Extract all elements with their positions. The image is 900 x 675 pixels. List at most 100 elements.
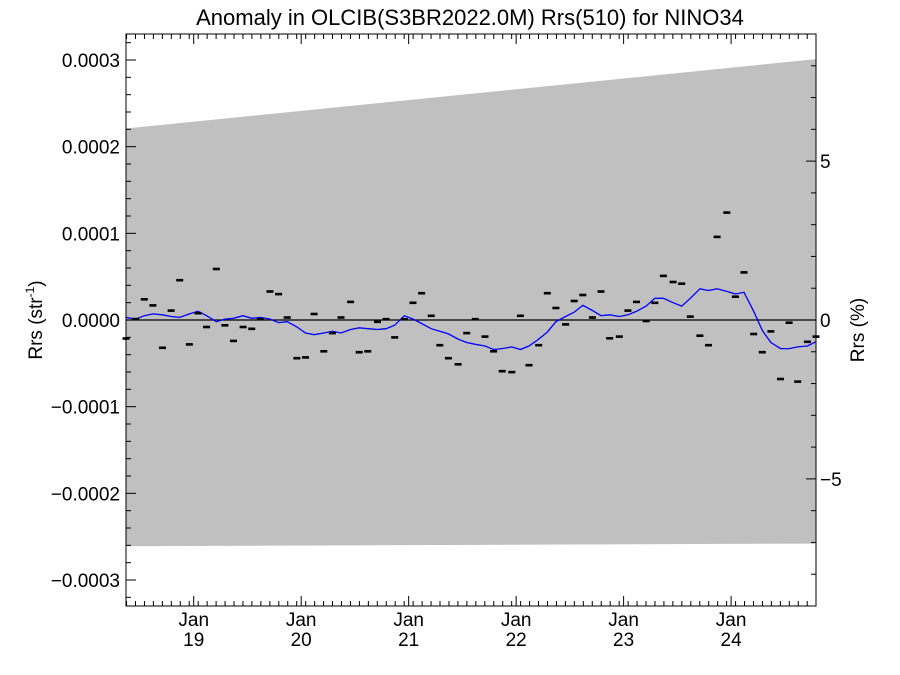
data-point-51 bbox=[579, 293, 587, 297]
data-point-44 bbox=[516, 314, 524, 318]
uncertainty-band bbox=[126, 59, 816, 547]
left-tick-label-5: −0.0002 bbox=[51, 484, 120, 505]
y-axis-right-label: Rrs (%) bbox=[848, 298, 869, 362]
data-point-75 bbox=[794, 380, 802, 383]
x-tick-month-2: Jan bbox=[393, 610, 424, 631]
data-point-66 bbox=[713, 235, 721, 239]
data-point-62 bbox=[678, 282, 686, 285]
left-tick-label-2: 0.0001 bbox=[62, 224, 120, 245]
data-point-7 bbox=[185, 343, 193, 346]
x-tick-month-4: Jan bbox=[608, 610, 639, 631]
data-point-21 bbox=[310, 312, 318, 316]
data-point-74 bbox=[785, 321, 793, 324]
x-tick-year-1: 20 bbox=[291, 630, 312, 651]
data-point-17 bbox=[275, 292, 283, 296]
data-point-30 bbox=[391, 336, 399, 339]
data-point-29 bbox=[382, 317, 390, 321]
y-axis-left-label-close: ) bbox=[26, 280, 47, 286]
data-point-32 bbox=[409, 301, 417, 305]
y-axis-left-label-superscript: -1 bbox=[23, 286, 37, 297]
x-tick-year-2: 21 bbox=[398, 630, 419, 651]
axes: 0.0003 0.0002 0.0001 0.0000 −0.0001 −0.0002 −0… bbox=[51, 33, 842, 651]
left-tick-label-4: −0.0001 bbox=[51, 398, 120, 419]
data-point-70 bbox=[750, 332, 758, 336]
data-point-69 bbox=[740, 271, 748, 274]
data-point-48 bbox=[552, 306, 560, 310]
data-point-24 bbox=[337, 316, 345, 319]
right-tick-label-0: 5 bbox=[820, 152, 831, 173]
data-point-35 bbox=[436, 343, 444, 347]
data-point-16 bbox=[266, 290, 274, 293]
data-point-22 bbox=[320, 350, 328, 353]
data-point-59 bbox=[651, 301, 659, 305]
left-tick-label-6: −0.0003 bbox=[51, 571, 120, 592]
data-point-39 bbox=[471, 317, 479, 321]
x-tick-month-1: Jan bbox=[286, 610, 317, 631]
x-tick-month-0: Jan bbox=[178, 610, 209, 631]
data-point-20 bbox=[302, 356, 309, 359]
data-point-76 bbox=[803, 340, 811, 344]
data-point-5 bbox=[167, 309, 175, 312]
y-axis-left-label: Rrs (str-1) bbox=[23, 280, 47, 359]
data-point-54 bbox=[606, 337, 614, 340]
data-point-49 bbox=[562, 323, 570, 326]
data-point-12 bbox=[230, 339, 237, 343]
data-point-6 bbox=[176, 278, 184, 282]
data-point-41 bbox=[490, 350, 498, 353]
left-tick-label-3: 0.0000 bbox=[62, 311, 120, 332]
x-tick-year-3: 22 bbox=[506, 630, 527, 651]
smoothed-line bbox=[125, 288, 817, 351]
data-point-28 bbox=[374, 320, 381, 324]
data-point-56 bbox=[624, 309, 632, 312]
data-point-18 bbox=[283, 316, 291, 319]
data-point-40 bbox=[481, 335, 489, 338]
data-point-10 bbox=[212, 267, 220, 271]
data-point-68 bbox=[731, 295, 739, 298]
plot-area bbox=[122, 59, 820, 547]
data-point-25 bbox=[347, 300, 355, 304]
chart-title: Anomaly in OLCIB(S3BR2022.0M) Rrs(510) f… bbox=[196, 5, 744, 30]
data-point-58 bbox=[642, 319, 650, 323]
data-point-53 bbox=[597, 290, 605, 293]
data-point-15 bbox=[256, 317, 264, 321]
data-point-23 bbox=[328, 331, 336, 335]
data-point-45 bbox=[525, 363, 533, 367]
data-point-14 bbox=[248, 327, 256, 331]
data-point-73 bbox=[777, 377, 784, 381]
data-point-46 bbox=[535, 343, 543, 347]
data-point-67 bbox=[723, 211, 731, 214]
data-point-11 bbox=[221, 324, 229, 327]
data-point-9 bbox=[203, 325, 211, 329]
data-point-3 bbox=[149, 304, 157, 307]
left-tick-label-1: 0.0002 bbox=[62, 138, 120, 159]
data-point-8 bbox=[194, 311, 202, 315]
data-point-13 bbox=[239, 325, 247, 329]
left-tick-label-0: 0.0003 bbox=[62, 51, 120, 72]
data-point-65 bbox=[705, 343, 712, 347]
right-tick-label-2: −5 bbox=[820, 470, 842, 491]
data-point-43 bbox=[508, 370, 516, 374]
x-tick-month-3: Jan bbox=[501, 610, 532, 631]
data-point-27 bbox=[364, 350, 372, 353]
data-point-31 bbox=[400, 317, 408, 321]
right-tick-label-1: 0 bbox=[820, 311, 831, 332]
x-tick-month-5: Jan bbox=[716, 610, 747, 631]
data-point-37 bbox=[454, 363, 462, 366]
x-tick-year-4: 23 bbox=[613, 630, 634, 651]
x-tick-year-0: 19 bbox=[183, 630, 204, 651]
data-point-52 bbox=[588, 316, 596, 319]
data-point-42 bbox=[498, 369, 506, 373]
data-point-63 bbox=[686, 315, 694, 318]
data-point-38 bbox=[463, 331, 471, 335]
y-axis-left-label-text: Rrs (str bbox=[26, 297, 47, 360]
data-point-4 bbox=[159, 346, 166, 350]
data-point-60 bbox=[659, 274, 667, 278]
data-point-1 bbox=[132, 317, 140, 321]
data-point-64 bbox=[696, 334, 704, 337]
data-point-19 bbox=[293, 356, 301, 360]
data-point-72 bbox=[767, 330, 775, 333]
data-point-2 bbox=[140, 298, 148, 301]
data-point-61 bbox=[669, 280, 677, 284]
x-tick-year-5: 24 bbox=[721, 630, 743, 651]
